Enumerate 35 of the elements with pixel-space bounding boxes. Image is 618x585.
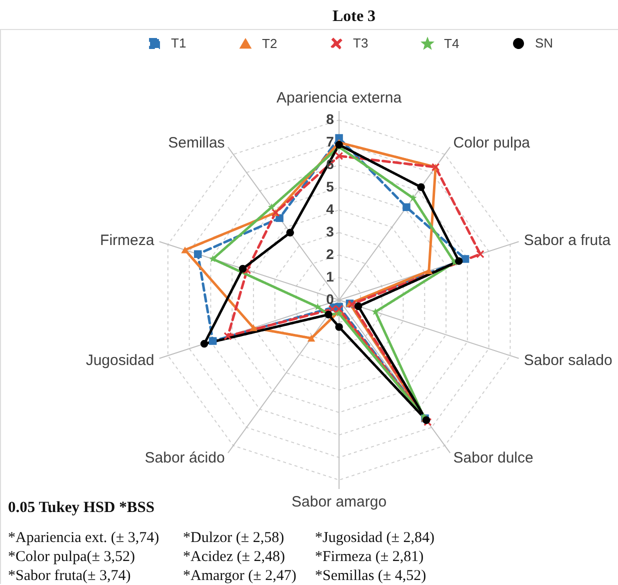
text: *Semillas (± 4,52) <box>315 568 426 584</box>
text: *Jugosidad (± 2,84) <box>315 530 434 546</box>
spoke-label: Sabor amargo <box>292 493 387 510</box>
text: *Apariencia ext. (± 3,74) <box>8 530 160 546</box>
text: *Amargor (± 2,47) <box>183 568 296 584</box>
text: *Firmeza (± 2,81) <box>315 549 424 565</box>
legend-label: SN <box>535 36 554 51</box>
spoke-label: Semillas <box>168 134 225 152</box>
spoke-label: Apariencia externa <box>276 90 402 107</box>
y-tick-label: 0 <box>326 291 334 307</box>
legend-label: T1 <box>171 36 186 51</box>
text: *Acidez (± 2,48) <box>183 549 285 565</box>
text: *Dulzor (± 2,58) <box>183 530 284 546</box>
y-tick-label: 2 <box>326 246 334 262</box>
spoke-label: Sabor salado <box>524 352 612 370</box>
y-tick-label: 1 <box>326 268 334 284</box>
y-tick-label: 7 <box>326 134 334 150</box>
legend-label: T3 <box>353 36 368 51</box>
spoke-label: Sabor ácido <box>144 449 225 466</box>
spoke-label: Firmeza <box>100 232 155 249</box>
text: *Color pulpa(± 3,52) <box>8 549 135 565</box>
text: 0.05 Tukey HSD *BSS <box>8 499 154 516</box>
y-tick-label: 5 <box>326 178 334 194</box>
y-tick-label: 8 <box>326 111 334 127</box>
y-tick-label: 6 <box>326 156 334 172</box>
legend-label: T2 <box>262 36 278 51</box>
spoke-label: Color pulpa <box>453 134 531 152</box>
spoke-label: Jugosidad <box>86 352 154 370</box>
chart-title: Lote 3 <box>332 8 376 25</box>
legend-label: T4 <box>444 36 460 51</box>
text: *Sabor fruta(± 3,74) <box>8 568 131 584</box>
y-tick-label: 3 <box>326 224 334 240</box>
spoke-label: Sabor dulce <box>453 449 534 466</box>
spoke-label: Sabor a fruta <box>524 232 612 249</box>
y-tick-label: 4 <box>326 201 334 217</box>
